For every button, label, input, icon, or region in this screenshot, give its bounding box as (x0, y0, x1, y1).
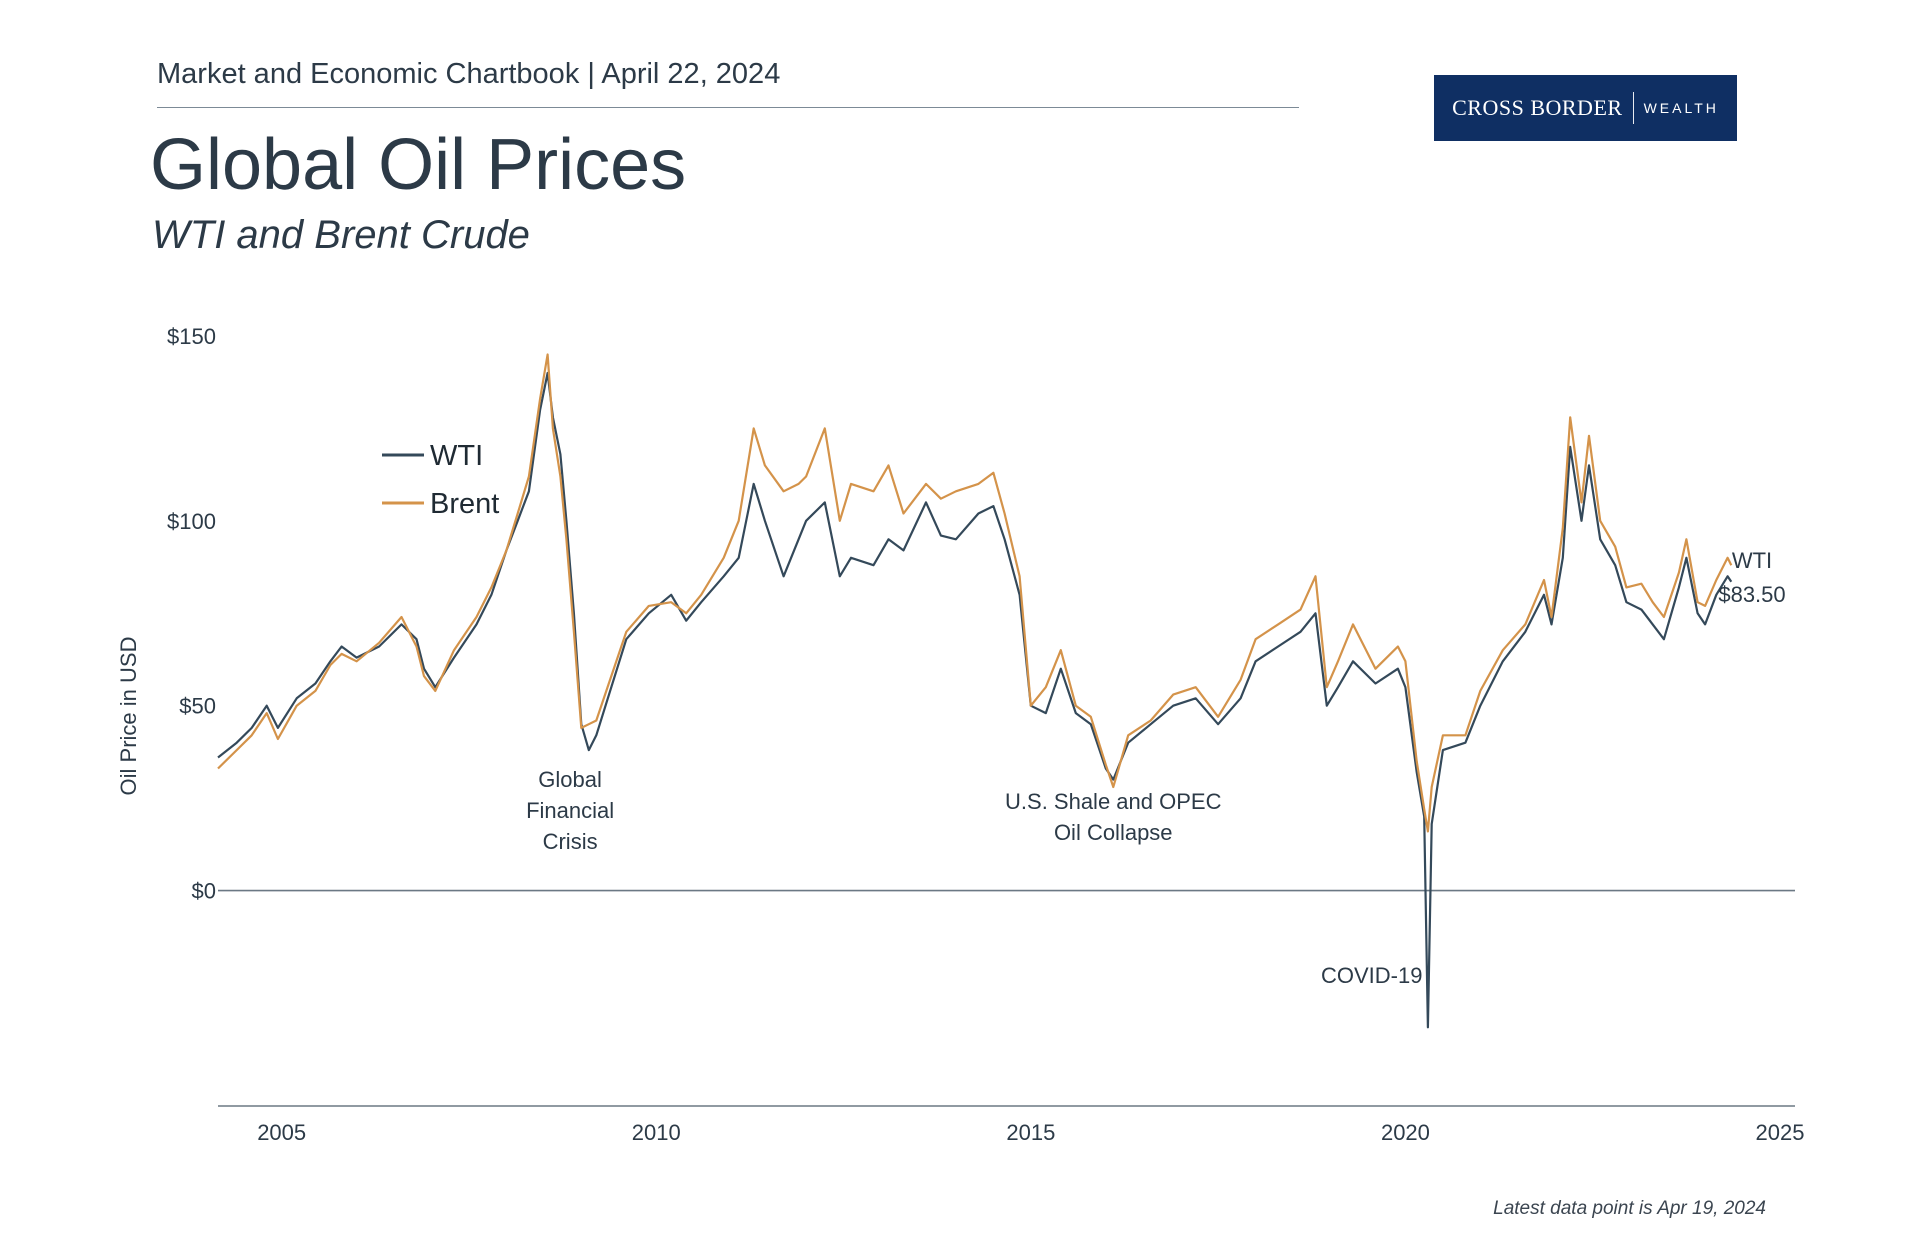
end-label-series: WTI (1732, 548, 1772, 573)
y-tick-label: $100 (167, 509, 216, 534)
logo-subtext: WEALTH (1643, 100, 1719, 116)
x-tick-label: 2020 (1381, 1120, 1430, 1145)
chart-title: Global Oil Prices (150, 125, 687, 205)
x-tick-label: 2015 (1006, 1120, 1055, 1145)
y-tick-label: $150 (167, 324, 216, 349)
y-tick-label: $0 (192, 879, 216, 904)
annotation-text: U.S. Shale and OPEC (1005, 789, 1222, 814)
legend-label-brent: Brent (430, 488, 499, 520)
logo-separator (1632, 92, 1634, 124)
y-tick-label: $50 (179, 694, 216, 719)
chartbook-header: Market and Economic Chartbook | April 22… (157, 58, 781, 90)
x-tick-label: 2025 (1756, 1120, 1805, 1145)
header-divider (157, 107, 1299, 108)
x-tick-label: 2005 (257, 1120, 306, 1145)
annotation-text: COVID-19 (1321, 963, 1422, 988)
chart-subtitle: WTI and Brent Crude (152, 213, 530, 257)
logo-name: CROSS BORDER (1452, 95, 1623, 120)
annotation-text: Crisis (543, 829, 598, 854)
legend-label-wti: WTI (430, 440, 483, 472)
cross-border-wealth-logo: CROSS BORDER WEALTH (1434, 75, 1737, 141)
end-label-value: $83.50 (1718, 582, 1785, 607)
annotation-text: Global (538, 767, 602, 792)
y-axis-title: Oil Price in USD (116, 637, 141, 796)
annotation-text: Oil Collapse (1054, 820, 1173, 845)
x-tick-label: 2010 (632, 1120, 681, 1145)
latest-data-footnote: Latest data point is Apr 19, 2024 (1493, 1198, 1766, 1219)
brent-line (217, 353, 1733, 833)
annotation-text: Financial (526, 798, 614, 823)
